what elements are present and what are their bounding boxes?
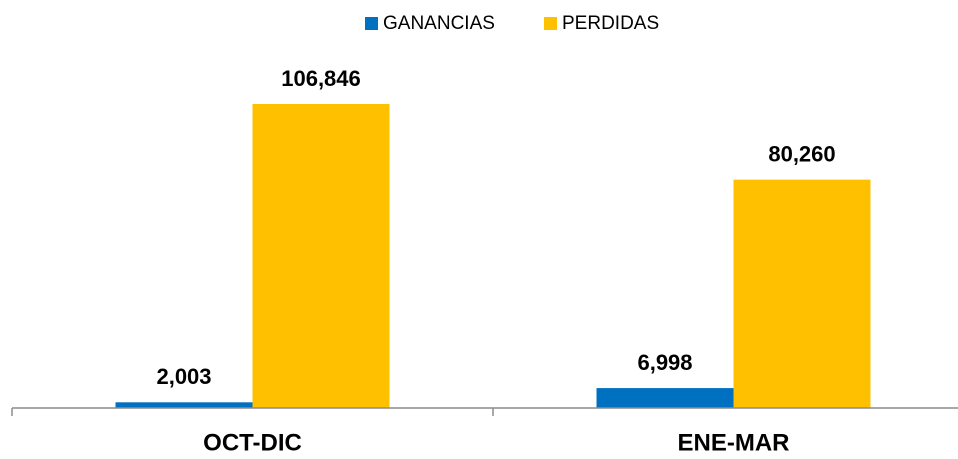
legend-swatch	[544, 17, 557, 30]
bar	[115, 402, 253, 408]
legend-swatch	[365, 17, 378, 30]
value-label: 106,846	[281, 66, 361, 91]
value-label: 80,260	[768, 141, 835, 166]
x-tick-label: OCT-DIC	[203, 429, 302, 456]
legend-label: GANANCIAS	[383, 13, 495, 34]
value-label: 2,003	[156, 364, 211, 389]
bar	[733, 179, 871, 408]
bar	[596, 388, 734, 408]
value-label: 6,998	[637, 350, 692, 375]
bar	[252, 104, 390, 408]
x-tick-label: ENE-MAR	[678, 429, 790, 456]
legend-label: PERDIDAS	[562, 13, 659, 34]
